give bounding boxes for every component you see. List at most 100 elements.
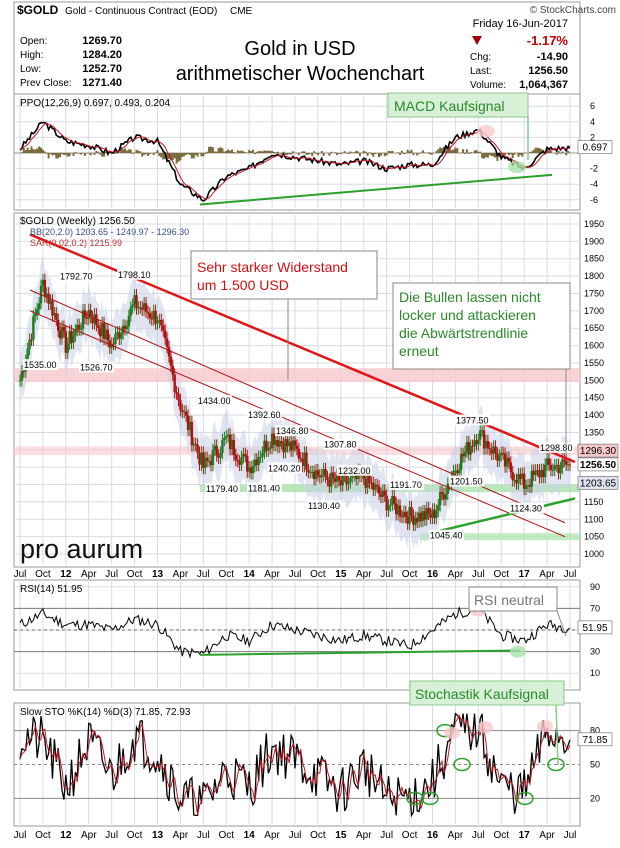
annotation-line: um 1.500 USD bbox=[197, 277, 289, 293]
ppo-histogram-bar bbox=[225, 151, 227, 153]
price-bar-body bbox=[512, 472, 514, 480]
price-label: 1130.40 bbox=[308, 501, 340, 511]
rsi-tick-label: 10 bbox=[590, 668, 600, 678]
x-tick-label: Apr bbox=[264, 569, 280, 580]
price-bar-body bbox=[196, 445, 198, 453]
ppo-histogram-bar bbox=[537, 148, 539, 153]
ppo-histogram-bar bbox=[244, 152, 246, 153]
price-bar-body bbox=[166, 339, 168, 348]
price-bar-body bbox=[393, 496, 395, 503]
ppo-histogram-bar bbox=[50, 153, 52, 154]
x-tick-label: Oct bbox=[218, 569, 234, 580]
ppo-histogram-bar bbox=[23, 148, 25, 153]
sto-legend: Slow STO %K(14) %D(3) 71.85, 72.93 bbox=[20, 707, 191, 718]
price-label: 1179.40 bbox=[206, 484, 238, 494]
price-label: 1240.20 bbox=[268, 463, 301, 473]
ppo-tick-label: -2 bbox=[590, 164, 598, 174]
ppo-histogram-bar bbox=[80, 153, 82, 155]
price-bar-body bbox=[351, 476, 353, 478]
price-bar-body bbox=[170, 356, 172, 365]
price-bar-body bbox=[258, 457, 260, 465]
price-label: 1298.80 bbox=[540, 443, 573, 453]
ppo-tick-label: -4 bbox=[590, 179, 598, 189]
ppo-histogram-bar bbox=[559, 153, 561, 154]
stat-label-left: Prev Close: bbox=[20, 78, 72, 89]
ppo-histogram-bar bbox=[481, 153, 483, 158]
ppo-histogram-bar bbox=[34, 149, 36, 153]
ppo-histogram-bar bbox=[321, 151, 323, 153]
x-tick-label: Jul bbox=[105, 830, 118, 841]
ppo-histogram-bar bbox=[155, 152, 157, 153]
price-bar-body bbox=[225, 436, 227, 438]
ppo-histogram-bar bbox=[315, 153, 317, 154]
price-bar-body bbox=[114, 334, 116, 344]
ppo-histogram-bar bbox=[357, 151, 359, 153]
ppo-histogram-bar bbox=[84, 153, 86, 156]
ppo-histogram-bar bbox=[451, 150, 453, 153]
source-credit: © StockCharts.com bbox=[530, 5, 616, 16]
price-bar-body bbox=[477, 440, 479, 445]
price-bar-body bbox=[307, 470, 309, 472]
ppo-histogram-bar bbox=[462, 149, 464, 153]
ppo-histogram-bar bbox=[141, 153, 143, 157]
price-bar-body bbox=[294, 440, 296, 445]
price-bar-body bbox=[552, 470, 554, 471]
ppo-tick-label: 6 bbox=[590, 101, 595, 111]
ppo-histogram-bar bbox=[204, 153, 206, 154]
ppo-histogram-bar bbox=[30, 146, 32, 153]
ppo-histogram-bar bbox=[55, 153, 57, 159]
price-label: 1232.00 bbox=[338, 466, 371, 476]
price-bar-body bbox=[162, 325, 164, 330]
ppo-histogram-bar bbox=[267, 151, 269, 153]
price-bar-body bbox=[128, 316, 130, 326]
price-label: 1377.50 bbox=[456, 415, 489, 425]
ppo-histogram-bar bbox=[153, 153, 155, 155]
ppo-histogram-bar bbox=[454, 148, 456, 153]
ppo-histogram-bar bbox=[556, 153, 558, 155]
stat-label-left: Open: bbox=[20, 36, 47, 47]
x-tick-label: Jul bbox=[472, 569, 485, 580]
ppo-histogram-bar bbox=[531, 151, 533, 153]
ppo-histogram-bar bbox=[246, 152, 248, 153]
ppo-histogram-bar bbox=[504, 153, 506, 155]
ppo-histogram-bar bbox=[336, 153, 338, 155]
price-bar-body bbox=[194, 444, 196, 445]
price-bar-body bbox=[237, 460, 239, 461]
ppo-histogram-bar bbox=[328, 153, 330, 156]
ppo-histogram-bar bbox=[523, 153, 525, 154]
ppo-histogram-bar bbox=[391, 151, 393, 153]
ppo-histogram-bar bbox=[550, 151, 552, 153]
x-tick-label: Apr bbox=[81, 569, 97, 580]
price-bar-body bbox=[219, 453, 221, 458]
x-tick-label: 17 bbox=[519, 830, 531, 841]
ppo-histogram-bar bbox=[265, 151, 267, 153]
price-bar-body bbox=[126, 326, 128, 329]
ppo-histogram-bar bbox=[93, 153, 95, 155]
price-bar-body bbox=[173, 375, 175, 392]
ppo-histogram-bar bbox=[399, 153, 401, 155]
price-tick-label: 1850 bbox=[584, 254, 604, 264]
price-bar-body bbox=[445, 494, 447, 500]
x-tick-label: 12 bbox=[60, 830, 72, 841]
ppo-histogram-bar bbox=[214, 151, 216, 153]
ppo-histogram-bar bbox=[388, 151, 390, 153]
ppo-histogram-bar bbox=[277, 152, 279, 153]
ppo-histogram-bar bbox=[311, 153, 313, 156]
price-bar-body bbox=[145, 303, 147, 312]
ppo-histogram-bar bbox=[139, 151, 141, 153]
price-value-label: 1296.30 bbox=[580, 446, 617, 457]
ppo-histogram-bar bbox=[126, 151, 128, 153]
price-tick-label: 1500 bbox=[584, 375, 604, 385]
x-tick-label: 14 bbox=[244, 830, 256, 841]
x-tick-label: Apr bbox=[539, 830, 555, 841]
price-bar-body bbox=[565, 461, 567, 465]
stat-value-left: 1269.70 bbox=[82, 35, 122, 47]
x-tick-label: Jul bbox=[289, 569, 302, 580]
ppo-histogram-bar bbox=[59, 153, 61, 157]
ppo-histogram-bar bbox=[378, 153, 380, 157]
ppo-histogram-bar bbox=[298, 153, 300, 155]
ppo-histogram-bar bbox=[103, 153, 105, 157]
ppo-histogram-bar bbox=[99, 153, 101, 155]
price-bar-body bbox=[317, 470, 319, 475]
